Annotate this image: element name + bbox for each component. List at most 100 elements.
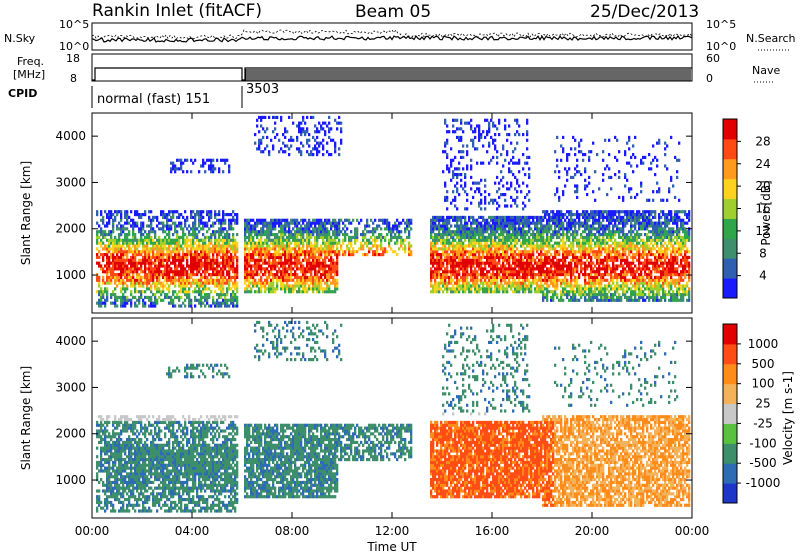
data-cell bbox=[486, 230, 489, 234]
data-cell bbox=[278, 275, 281, 280]
data-cell bbox=[172, 210, 175, 214]
data-cell bbox=[374, 250, 377, 254]
data-cell bbox=[378, 244, 381, 248]
data-cell bbox=[458, 258, 461, 262]
data-cell bbox=[232, 210, 235, 214]
data-cell bbox=[162, 255, 165, 260]
data-cell bbox=[296, 281, 299, 285]
data-cell bbox=[182, 241, 185, 245]
data-cell bbox=[486, 261, 489, 265]
data-cell bbox=[480, 273, 483, 277]
data-cell bbox=[542, 293, 545, 297]
data-cell bbox=[464, 173, 467, 177]
data-cell bbox=[536, 273, 539, 277]
data-cell bbox=[498, 253, 501, 257]
data-cell bbox=[296, 233, 299, 237]
data-cell bbox=[98, 281, 101, 285]
data-cell bbox=[308, 221, 311, 225]
data-cell bbox=[192, 273, 195, 277]
data-cell bbox=[160, 261, 163, 265]
data-cell bbox=[174, 253, 177, 257]
data-cell bbox=[108, 281, 111, 285]
data-cell bbox=[322, 147, 325, 151]
data-cell bbox=[516, 258, 519, 262]
data-cell bbox=[404, 247, 407, 251]
data-cell bbox=[434, 281, 437, 285]
data-cell bbox=[210, 241, 213, 245]
data-cell bbox=[198, 221, 201, 225]
data-cell bbox=[164, 247, 167, 251]
power-data bbox=[96, 115, 691, 308]
data-cell bbox=[146, 267, 149, 271]
data-cell bbox=[264, 224, 267, 228]
data-cell bbox=[306, 287, 309, 291]
data-cell bbox=[158, 253, 161, 257]
data-cell bbox=[130, 247, 133, 251]
data-cell bbox=[154, 261, 157, 265]
data-cell bbox=[168, 247, 171, 251]
data-cell bbox=[388, 244, 391, 248]
data-cell bbox=[246, 230, 249, 234]
data-cell bbox=[524, 287, 527, 291]
data-cell bbox=[264, 241, 267, 245]
data-cell bbox=[224, 218, 227, 222]
data-cell bbox=[104, 210, 107, 214]
data-cell bbox=[186, 281, 189, 285]
data-cell bbox=[340, 218, 343, 222]
data-cell bbox=[494, 281, 497, 285]
data-cell bbox=[144, 261, 147, 265]
data-cell bbox=[474, 230, 477, 234]
data-cell bbox=[470, 221, 473, 225]
data-cell bbox=[158, 235, 161, 240]
data-cell bbox=[478, 138, 481, 142]
data-cell bbox=[524, 270, 527, 274]
data-cell bbox=[254, 273, 257, 277]
data-cell bbox=[386, 250, 389, 254]
data-cell bbox=[522, 215, 525, 220]
data-cell bbox=[172, 215, 175, 220]
data-cell bbox=[442, 264, 445, 268]
data-cell bbox=[288, 224, 291, 228]
data-cell bbox=[262, 115, 265, 120]
data-cell bbox=[512, 218, 515, 222]
data-cell bbox=[328, 273, 331, 277]
data-cell bbox=[230, 267, 233, 271]
data-cell bbox=[502, 261, 505, 265]
data-cell bbox=[244, 267, 247, 271]
data-cell bbox=[228, 235, 231, 240]
data-cell bbox=[236, 270, 239, 274]
data-cell bbox=[294, 218, 297, 222]
data-cell bbox=[212, 167, 215, 171]
data-cell bbox=[402, 218, 405, 222]
data-cell bbox=[444, 144, 447, 148]
data-cell bbox=[536, 281, 539, 285]
data-cell bbox=[408, 235, 411, 240]
data-cell bbox=[164, 241, 167, 245]
data-cell bbox=[312, 261, 315, 265]
data-cell bbox=[312, 230, 315, 234]
data-cell bbox=[168, 218, 171, 222]
data-cell bbox=[168, 227, 171, 231]
data-cell bbox=[510, 195, 513, 200]
data-cell bbox=[380, 241, 383, 245]
data-cell bbox=[334, 224, 337, 228]
data-cell bbox=[450, 255, 453, 260]
data-cell bbox=[510, 141, 513, 145]
data-cell bbox=[262, 150, 265, 154]
data-cell bbox=[436, 250, 439, 254]
data-cell bbox=[184, 238, 187, 242]
data-cell bbox=[328, 115, 331, 120]
data-cell bbox=[340, 138, 343, 142]
data-cell bbox=[314, 250, 317, 254]
data-cell bbox=[264, 250, 267, 254]
data-cell bbox=[458, 273, 461, 277]
data-cell bbox=[450, 264, 453, 268]
data-cell bbox=[350, 253, 353, 257]
data-cell bbox=[480, 133, 483, 137]
data-cell bbox=[186, 241, 189, 245]
data-cell bbox=[368, 250, 371, 254]
data-cell bbox=[476, 124, 479, 128]
data-cell bbox=[252, 273, 255, 277]
data-cell bbox=[104, 270, 107, 274]
data-cell bbox=[172, 301, 175, 305]
